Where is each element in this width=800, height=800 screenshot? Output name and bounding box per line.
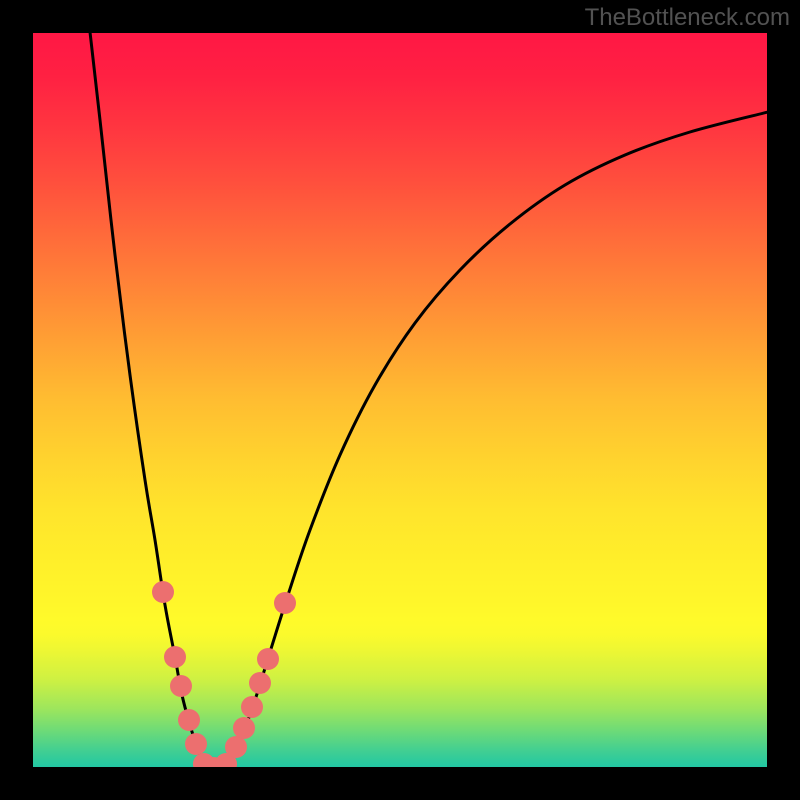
data-marker	[225, 736, 247, 758]
plot-border-left	[0, 0, 33, 800]
watermark-text: TheBottleneck.com	[585, 4, 790, 32]
plot-border-right	[767, 0, 800, 800]
data-marker	[152, 581, 174, 603]
data-marker	[274, 592, 296, 614]
data-marker	[249, 672, 271, 694]
data-marker	[257, 648, 279, 670]
data-marker	[164, 646, 186, 668]
data-marker	[170, 675, 192, 697]
data-marker	[241, 696, 263, 718]
plot-border-bottom	[0, 767, 800, 800]
data-marker	[233, 717, 255, 739]
data-marker	[178, 709, 200, 731]
chart-svg	[0, 0, 800, 800]
data-marker	[185, 733, 207, 755]
chart-canvas: TheBottleneck.com	[0, 0, 800, 800]
